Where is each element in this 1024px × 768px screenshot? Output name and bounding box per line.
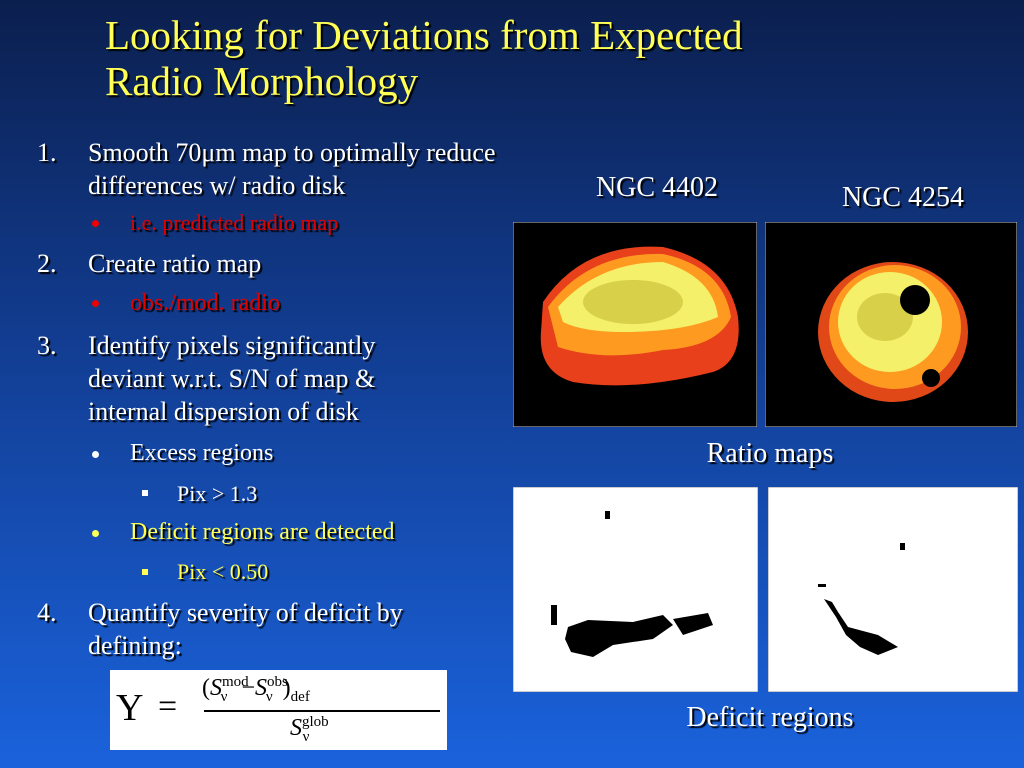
bullet [92,530,99,537]
deficit-region [673,613,713,635]
deficit-pixel [818,584,826,587]
title-line: Looking for Deviations from Expected [105,12,743,58]
sub-sub-item: Pix < 0.50 [177,559,269,584]
map-hole [900,285,930,315]
bullet [142,490,148,496]
map-region [857,293,913,341]
title-line: Radio Morphology [105,58,419,104]
eq-text: S [255,675,268,701]
eq-text: ν [302,728,310,745]
map-frame [513,487,758,692]
item-number: 1. [37,138,57,167]
sub-item: i.e. predicted radio map [130,210,339,235]
item-text: Quantify severity of deficit by defining… [88,598,403,660]
item-number: 2. [37,249,57,278]
deficit-region [565,615,673,657]
eq-equals: = [158,688,178,725]
item-text: Smooth 70μm map to optimally reduce diff… [88,138,496,200]
equation: Υ = (Smodν −Sobsν)def Sglobν [110,670,447,750]
eq-text: S [290,715,302,741]
bullet [142,569,148,575]
bullet [92,300,99,307]
sub-item: Deficit regions are detected [130,519,395,545]
deficit-map [513,487,758,692]
list-item: 1. Smooth 70μm map to optimally reduce d… [37,136,507,202]
eq-text: ( [202,675,210,701]
deficit-map [768,487,1018,692]
ratio-map [513,222,757,427]
bullet [92,220,99,227]
eq-text: ) [282,675,291,701]
map-region [583,280,683,324]
eq-text: ν [220,688,228,705]
eq-denominator: Sglobν [290,714,329,746]
figure-label: NGC 4254 [841,182,965,213]
item-text: Identify pixels significantly deviant w.… [88,331,376,426]
map-hole [922,369,940,387]
deficit-pixel [605,511,610,519]
eq-text: ν [265,688,273,705]
title: Looking for Deviations from Expected Rad… [105,12,743,104]
fraction-bar [204,710,440,712]
item-number: 4. [37,598,57,627]
sub-item: Excess regions [130,440,274,466]
eq-symbol: Υ [116,687,144,729]
list-item: 2. Create ratio map [37,247,507,280]
ratio-map [765,222,1017,427]
eq-text: mod [222,674,249,690]
map-frame [768,487,1018,692]
figure-caption: Deficit regions [686,702,854,733]
figure-caption: Ratio maps [706,438,834,469]
bullet [92,451,99,458]
item-text: Create ratio map [88,249,262,278]
deficit-pixel [900,543,905,550]
eq-text: obs [267,674,288,690]
list-item: 3. Identify pixels significantly deviant… [37,329,507,428]
eq-numerator: (Smodν −Sobsν)def [202,674,310,706]
list-item: 4. Quantify severity of deficit by defin… [37,596,507,662]
figure-label: NGC 4402 [595,172,719,203]
deficit-pixel [551,605,557,625]
sub-item: obs./mod. radio [130,290,280,316]
item-number: 3. [37,331,57,360]
eq-text: − [241,675,256,701]
eq-text: S [210,675,222,701]
deficit-region [824,599,898,655]
sub-sub-item: Pix > 1.3 [177,481,258,506]
eq-text: glob [302,714,329,730]
eq-text: def [290,688,310,705]
